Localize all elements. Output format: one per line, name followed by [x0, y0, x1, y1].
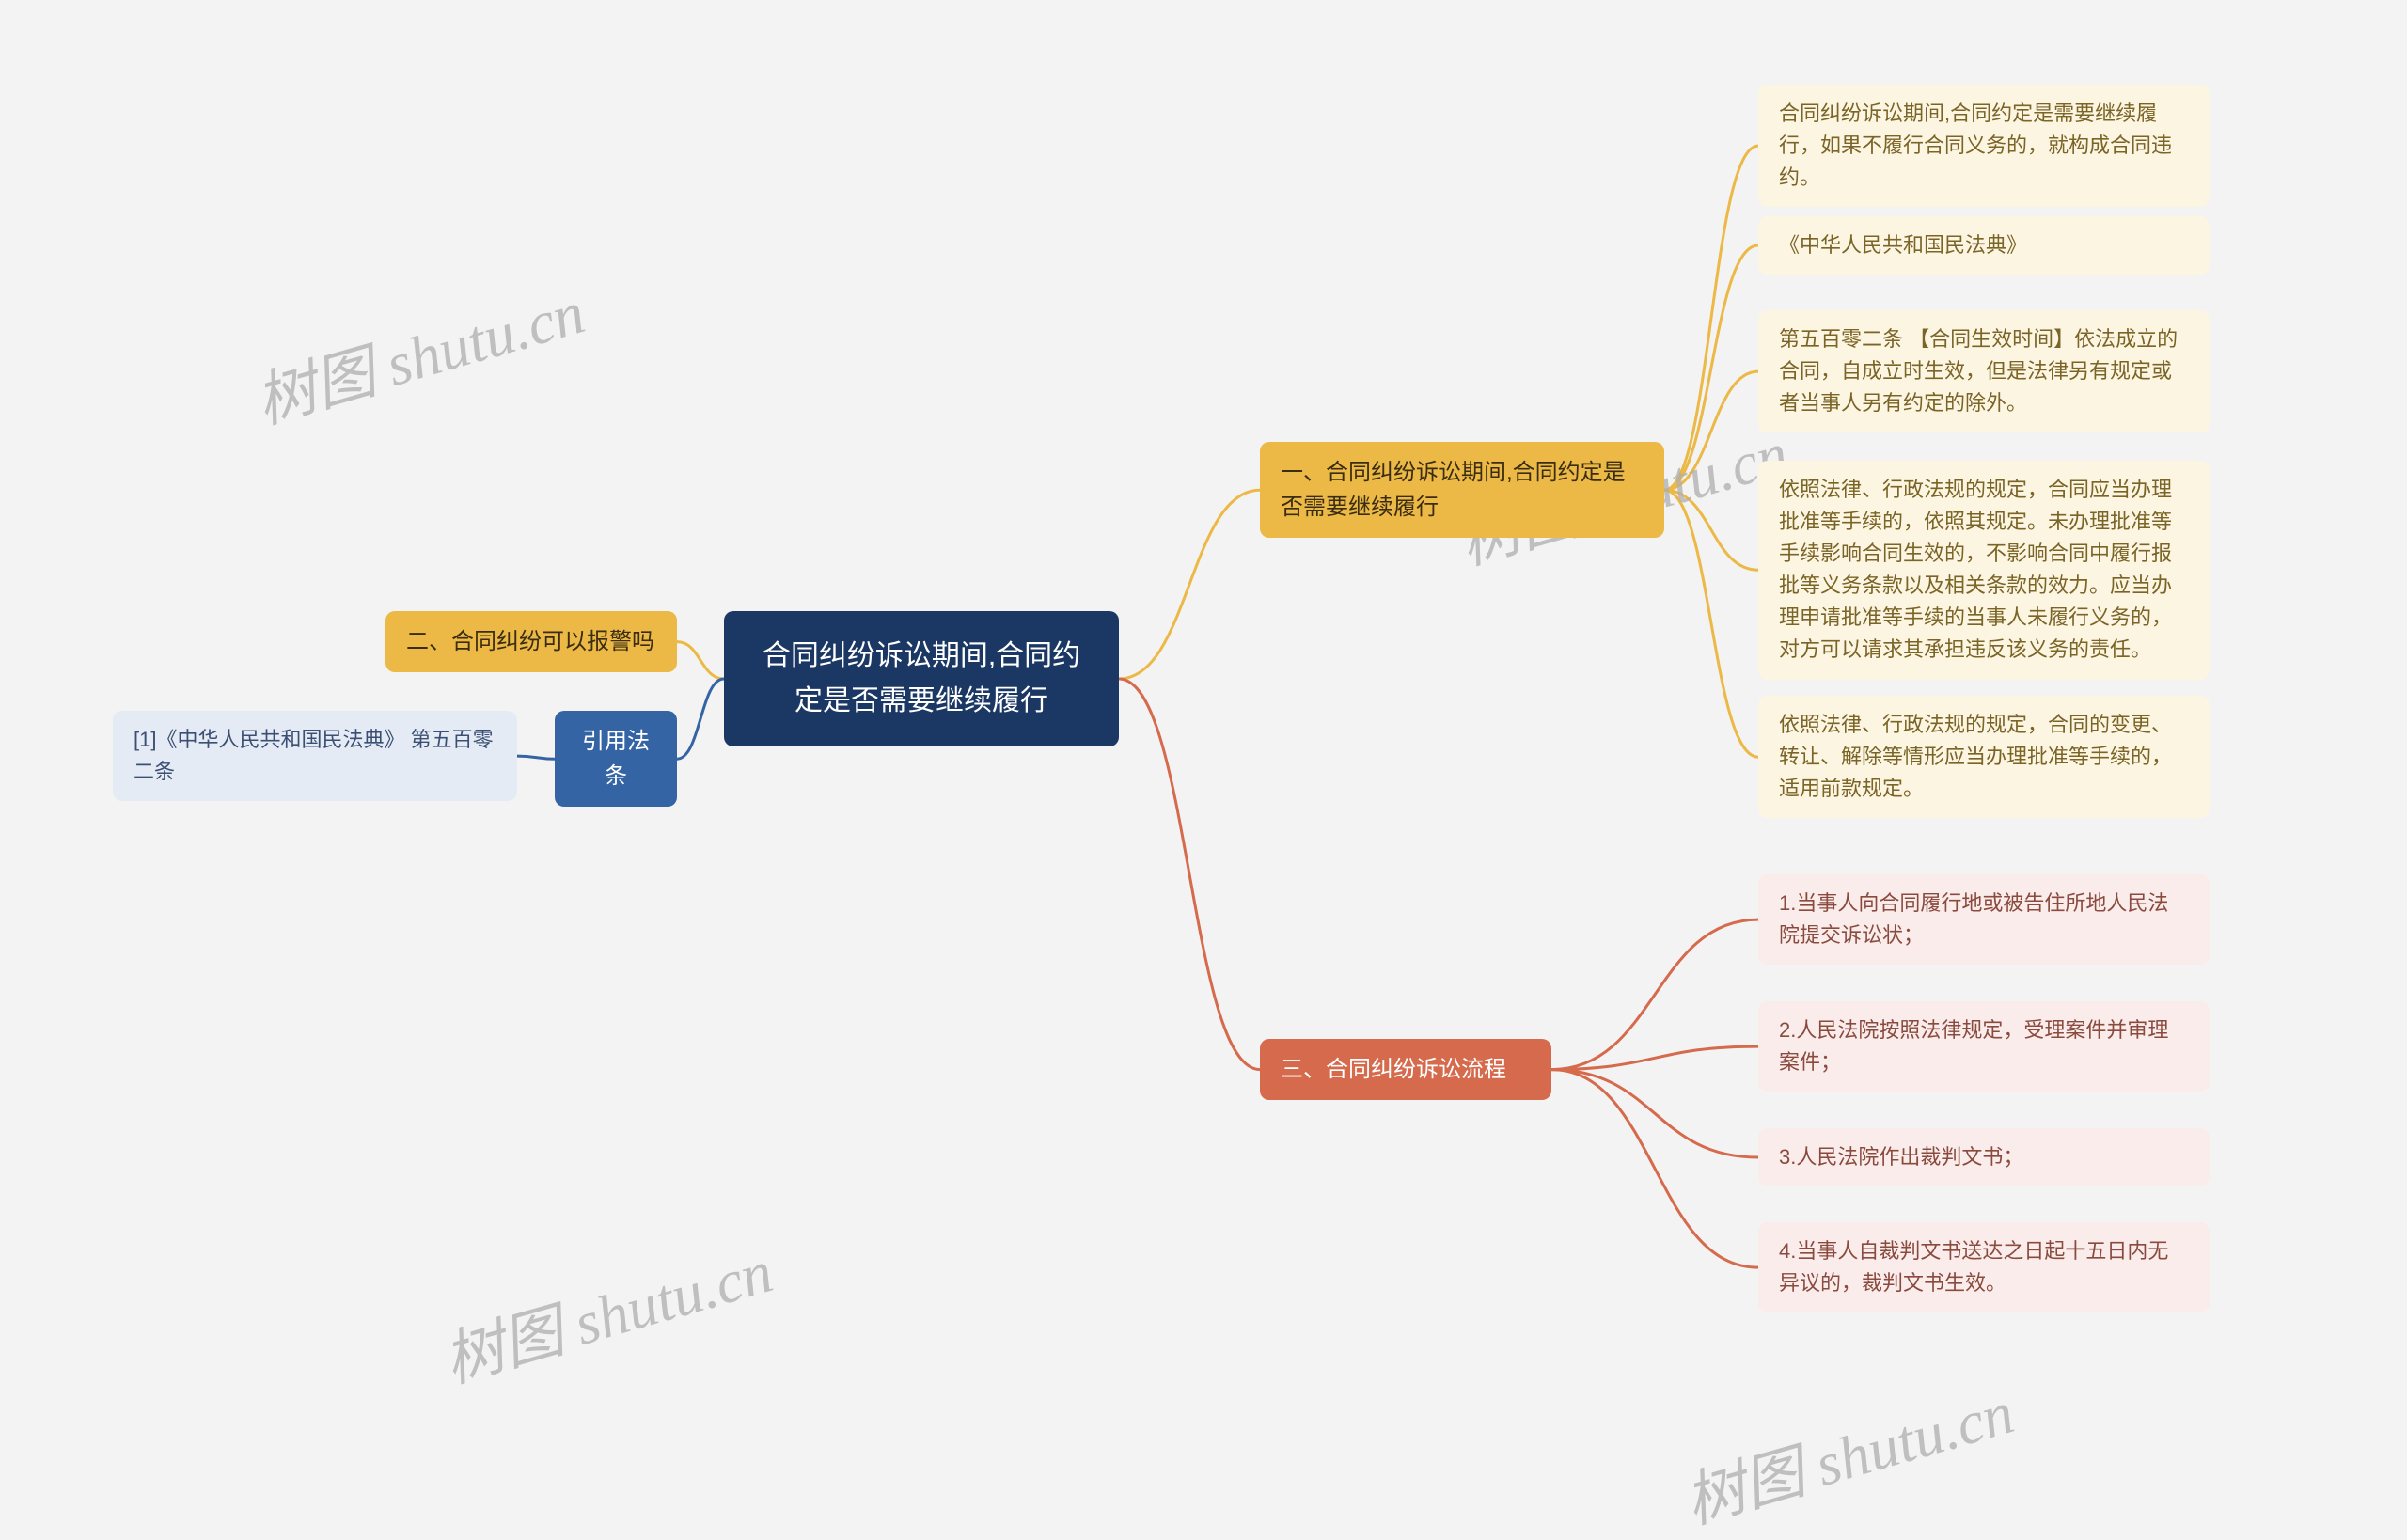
root-node[interactable]: 合同纠纷诉讼期间,合同约 定是否需要继续履行: [724, 611, 1119, 746]
leaf-4a[interactable]: [1]《中华人民共和国民法典》 第五百零二条: [113, 711, 517, 801]
root-line2: 定是否需要继续履行: [794, 685, 1048, 716]
leaf-3a[interactable]: 1.当事人向合同履行地或被告住所地人民法院提交诉讼状；: [1758, 874, 2210, 965]
leaf-1a[interactable]: 合同纠纷诉讼期间,合同约定是需要继续履行，如果不履行合同义务的，就构成合同违约。: [1758, 85, 2210, 207]
branch-1-line1: 一、合同纠纷诉讼期间,合同约定是: [1281, 460, 1626, 485]
leaf-1c[interactable]: 第五百零二条 【合同生效时间】依法成立的合同，自成立时生效，但是法律另有规定或者…: [1758, 310, 2210, 432]
leaf-3d[interactable]: 4.当事人自裁判文书送达之日起十五日内无异议的，裁判文书生效。: [1758, 1222, 2210, 1312]
branch-4[interactable]: 引用法条: [555, 711, 677, 807]
branch-2[interactable]: 二、合同纠纷可以报警吗: [385, 611, 677, 672]
watermark: 树图 shutu.cn: [244, 264, 593, 440]
branch-1[interactable]: 一、合同纠纷诉讼期间,合同约定是 否需要继续履行: [1260, 442, 1664, 538]
watermark: 树图 shutu.cn: [433, 1223, 781, 1399]
branch-1-line2: 否需要继续履行: [1281, 495, 1439, 520]
watermark: 树图 shutu.cn: [1674, 1364, 2022, 1540]
root-line1: 合同纠纷诉讼期间,合同约: [763, 640, 1080, 671]
leaf-1b[interactable]: 《中华人民共和国民法典》: [1758, 216, 2210, 275]
branch-3[interactable]: 三、合同纠纷诉讼流程: [1260, 1039, 1551, 1100]
leaf-3b[interactable]: 2.人民法院按照法律规定，受理案件并审理案件；: [1758, 1001, 2210, 1092]
leaf-3c[interactable]: 3.人民法院作出裁判文书；: [1758, 1128, 2210, 1186]
leaf-1e[interactable]: 依照法律、行政法规的规定，合同的变更、转让、解除等情形应当办理批准等手续的，适用…: [1758, 696, 2210, 818]
leaf-1d[interactable]: 依照法律、行政法规的规定，合同应当办理批准等手续的，依照其规定。未办理批准等手续…: [1758, 461, 2210, 680]
